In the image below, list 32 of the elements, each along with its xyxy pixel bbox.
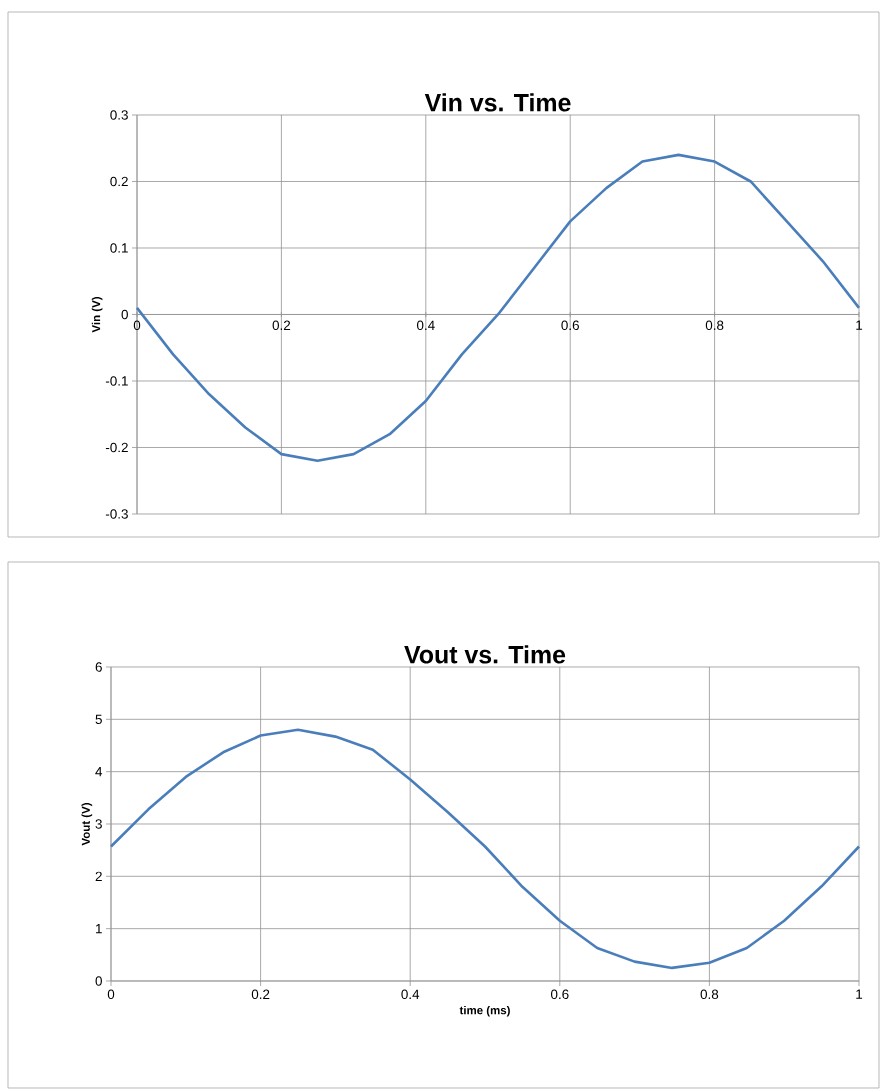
x-tick-label: 0.2 bbox=[251, 989, 270, 1000]
y-tick-label: 1 bbox=[96, 924, 102, 934]
line-series bbox=[135, 153, 861, 463]
y-tick-label: 4 bbox=[95, 767, 103, 777]
chart-title: Vout vs. Time bbox=[404, 645, 566, 664]
x-tick-label: 0.4 bbox=[401, 989, 420, 1000]
y-tick-label: -0.2 bbox=[105, 442, 128, 453]
y-tick-label: 0.1 bbox=[110, 243, 128, 253]
y-tick-label: 6 bbox=[95, 662, 102, 672]
y-axis-title: Vin (V) bbox=[91, 297, 103, 333]
y-tick-label: 0 bbox=[121, 309, 128, 320]
chart-title: Vin vs. Time bbox=[424, 93, 571, 112]
y-tick-label: -0.1 bbox=[105, 376, 128, 386]
x-axis-title: time (ms) bbox=[459, 1005, 510, 1017]
y-tick-label: 0 bbox=[95, 976, 102, 986]
y-tick-label: 2 bbox=[95, 871, 102, 882]
x-tick-label: 0.8 bbox=[705, 320, 724, 331]
x-tick-label: 1 bbox=[856, 320, 863, 330]
y-tick-label: 0.2 bbox=[110, 176, 128, 187]
y-tick-label: 0.3 bbox=[110, 110, 128, 120]
x-tick-label: 0.4 bbox=[416, 320, 435, 331]
x-tick-label: 0.2 bbox=[272, 320, 291, 331]
x-tick-label: 0.6 bbox=[550, 989, 569, 1000]
x-tick-label: 0 bbox=[133, 320, 141, 331]
y-tick-label: 3 bbox=[95, 819, 102, 829]
y-tick-label: -0.3 bbox=[105, 509, 128, 519]
line-series bbox=[109, 728, 861, 970]
y-tick-label: 5 bbox=[95, 714, 102, 725]
x-tick-label: 1 bbox=[856, 989, 863, 999]
y-axis-title: Vout (V) bbox=[81, 803, 93, 846]
x-tick-label: 0.8 bbox=[700, 989, 719, 1000]
x-tick-label: 0.6 bbox=[561, 320, 579, 331]
